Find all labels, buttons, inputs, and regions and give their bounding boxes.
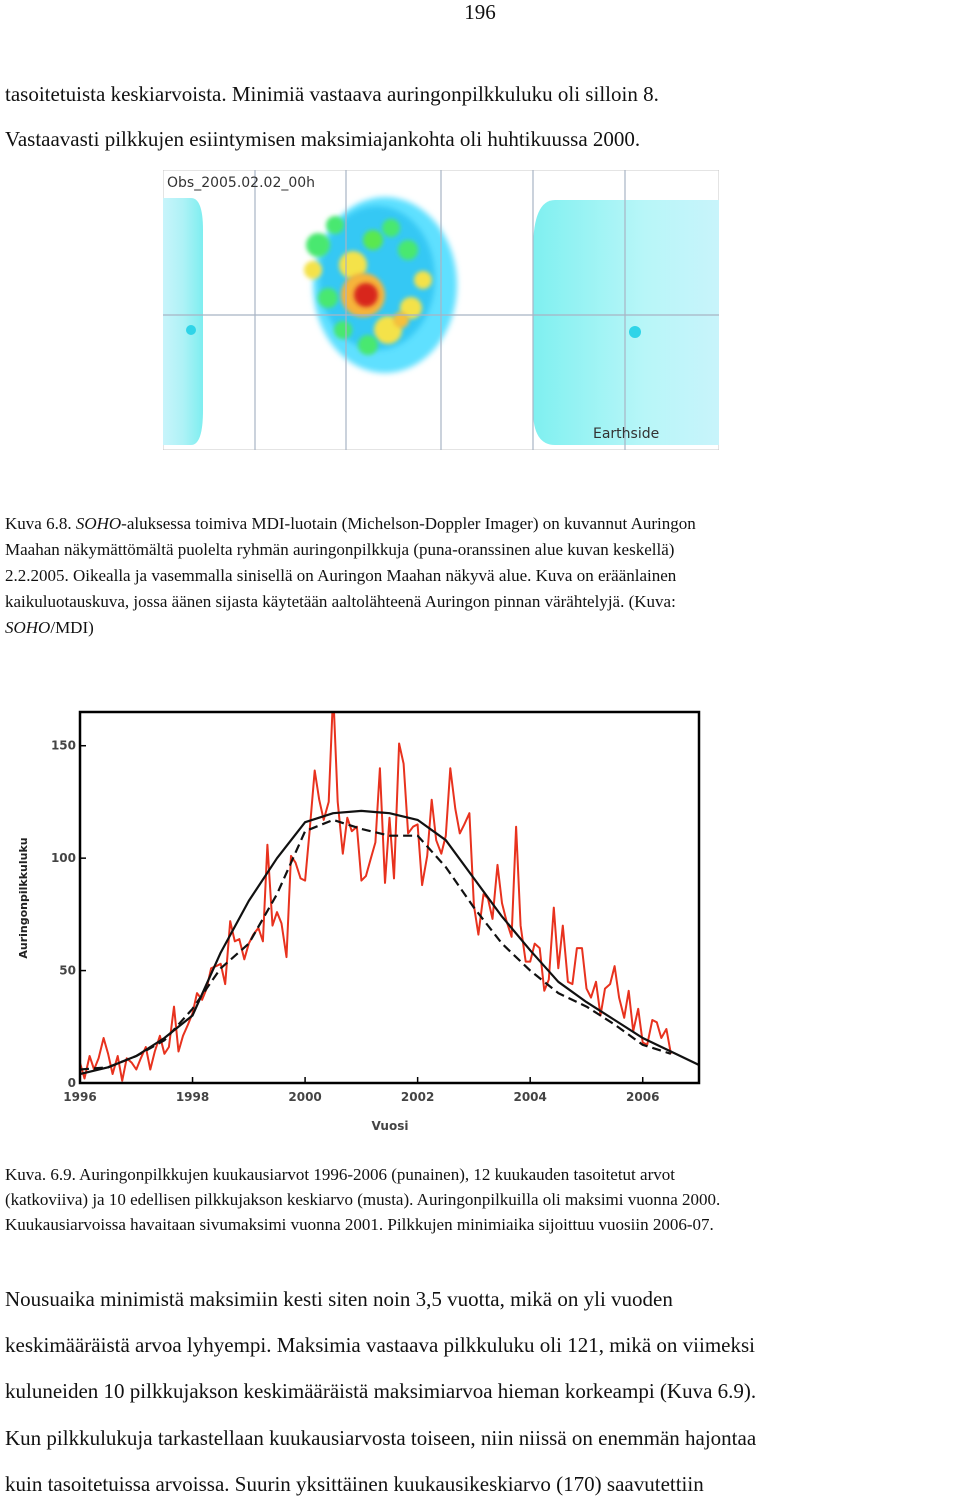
plot-frame xyxy=(78,710,701,1085)
farside-activity-blob xyxy=(304,197,457,373)
figure-6-8-caption-line-5: SOHO/MDI) xyxy=(5,618,94,638)
figure-6-9-caption-line-1: Kuva. 6.9. Auringonpilkkujen kuukausiarv… xyxy=(5,1165,675,1184)
tick-layer: 1996 1998 2000 2002 2004 2006 0 50 100 150 xyxy=(51,739,659,1104)
body-line-3: kuluneiden 10 pilkkujakson keskimääräist… xyxy=(5,1379,757,1403)
obs-label: Obs_2005.02.02_00h xyxy=(167,175,315,191)
series-smoothed-line xyxy=(80,818,672,1071)
caption-rest-2: /MDI) xyxy=(50,618,94,637)
figure-6-9-caption-line-2: (katkoviiva) ja 10 edellisen pilkkujakso… xyxy=(5,1190,721,1209)
body-line-1: Nousuaika minimistä maksimiin kesti site… xyxy=(5,1287,673,1311)
series-monthly-line xyxy=(80,712,672,1082)
body-line-5: kuin tasoitetuissa arvoissa. Suurin yksi… xyxy=(5,1472,704,1496)
body-line-2: keskimääräistä arvoa lyhyempi. Maksimia … xyxy=(5,1333,756,1357)
x-tick-label: 2000 xyxy=(288,1090,321,1104)
figure-6-8-caption-line-3: 2.2.2005. Oikealla ja vasemmalla sinisel… xyxy=(5,566,677,585)
caption-italic-soho-2: SOHO xyxy=(5,618,51,637)
y-tick-label: 0 xyxy=(68,1076,76,1090)
figure-6-8-caption-line-1: Kuva 6.8. SOHO-aluksessa toimiva MDI-luo… xyxy=(5,514,696,534)
caption-rest: -aluksessa toimiva MDI-luotain (Michelso… xyxy=(121,514,696,533)
series-mean_cycle-line xyxy=(80,809,699,1076)
left-spot xyxy=(186,325,196,335)
sun-farside-image: Obs_2005.02.02_00h Earthside xyxy=(163,170,719,450)
y-tick-label: 100 xyxy=(51,851,76,865)
caption-prefix: Kuva 6.8. xyxy=(5,514,76,533)
x-tick-label: 1998 xyxy=(176,1090,209,1104)
x-tick-label: 2006 xyxy=(626,1090,659,1104)
series-layer xyxy=(80,712,699,1082)
x-tick-label: 1996 xyxy=(63,1090,96,1104)
intro-line-1: tasoitetuista keskiarvoista. Minimiä vas… xyxy=(5,82,659,106)
figure-6-8-caption-line-2: Maahan näkymättömältä puolelta ryhmän au… xyxy=(5,540,675,559)
x-tick-label: 2004 xyxy=(513,1090,546,1104)
page-number: 196 xyxy=(464,0,496,24)
figure-6-8-caption-line-4: kaikuluotauskuva, jossa äänen sijasta kä… xyxy=(5,592,676,611)
image-grid xyxy=(163,170,719,450)
x-axis-label: Vuosi xyxy=(372,1119,409,1133)
left-visible-disk xyxy=(163,198,203,445)
y-tick-label: 50 xyxy=(59,964,76,978)
body-line-4: Kun pilkkulukuja tarkastellaan kuukausia… xyxy=(5,1426,757,1450)
y-tick-label: 150 xyxy=(51,739,76,753)
figure-6-9-caption-line-3: Kuukausiarvoissa havaitaan sivumaksimi v… xyxy=(5,1215,714,1234)
caption-italic-soho: SOHO xyxy=(75,514,122,533)
right-visible-disk xyxy=(533,200,719,445)
y-axis-label: Auringonpilkkuluku xyxy=(17,837,30,958)
earthside-label: Earthside xyxy=(593,426,659,442)
intro-line-2: Vastaavasti pilkkujen esiintymisen maksi… xyxy=(5,127,641,151)
right-spot xyxy=(629,326,641,338)
x-tick-label: 2002 xyxy=(401,1090,434,1104)
